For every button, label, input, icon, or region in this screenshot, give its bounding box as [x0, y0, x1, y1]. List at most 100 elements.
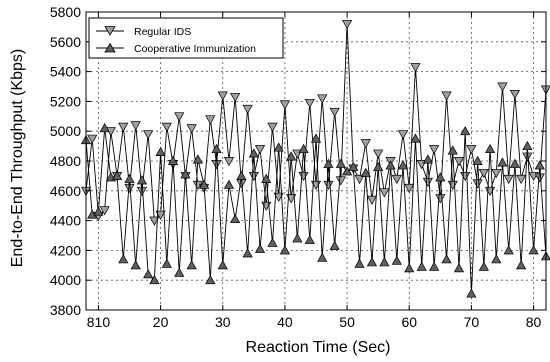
data-point: [373, 161, 384, 171]
data-point: [211, 143, 222, 154]
data-point: [273, 142, 284, 152]
data-point: [366, 257, 378, 267]
data-point: [174, 267, 185, 277]
data-point: [341, 166, 353, 176]
legend-label-cooperative-immunization: Cooperative Immunization: [134, 43, 256, 55]
data-point: [360, 139, 371, 149]
data-point: [441, 254, 452, 264]
data-point: [497, 157, 508, 167]
data-point: [155, 146, 166, 157]
data-point: [267, 237, 278, 247]
data-point: [161, 258, 172, 268]
y-tick-label: 3800: [50, 302, 81, 318]
data-point: [143, 269, 154, 279]
data-point: [323, 158, 334, 168]
data-point: [516, 260, 527, 270]
data-point: [167, 155, 179, 165]
data-point: [348, 161, 359, 171]
x-axis-title: Reaction Time (Sec): [246, 339, 391, 356]
data-point: [528, 245, 539, 255]
data-point: [217, 91, 228, 101]
data-point: [254, 243, 266, 253]
y-tick-label: 4000: [50, 272, 81, 288]
data-point: [410, 63, 421, 73]
data-point: [267, 122, 278, 132]
data-point: [472, 155, 483, 165]
data-point: [354, 258, 365, 268]
data-point: [161, 122, 172, 132]
data-point: [460, 125, 471, 136]
data-point: [99, 122, 110, 133]
data-point: [491, 168, 502, 179]
data-point: [317, 94, 328, 104]
data-point: [205, 115, 216, 125]
data-point: [503, 245, 514, 255]
legend-marker-cooperative-immunization: [104, 42, 116, 53]
data-point: [261, 173, 272, 183]
data-point: [522, 140, 533, 151]
data-point: [323, 180, 334, 191]
legend: Regular IDS Cooperative Immunization: [88, 17, 284, 59]
data-point: [404, 263, 415, 273]
data-point: [441, 91, 452, 101]
y-tick-label: 4200: [50, 242, 81, 258]
data-point: [497, 82, 508, 92]
data-point: [118, 122, 129, 132]
data-point: [180, 169, 191, 179]
data-point: [379, 188, 390, 198]
data-point: [484, 143, 496, 154]
data-point: [491, 254, 502, 264]
data-point: [111, 170, 123, 180]
data-point: [422, 154, 433, 164]
data-point: [534, 173, 545, 183]
data-point: [397, 130, 409, 140]
data-point: [516, 174, 527, 185]
data-point: [254, 145, 266, 155]
data-point: [230, 92, 241, 103]
data-point: [453, 157, 465, 167]
x-tick-label: 50: [339, 314, 355, 330]
data-point: [366, 195, 378, 205]
data-point: [230, 213, 241, 224]
data-point: [509, 90, 521, 100]
data-point: [118, 254, 129, 264]
x-tick-label: 30: [215, 314, 231, 330]
y-tick-label: 4800: [50, 153, 81, 169]
data-point: [453, 263, 465, 273]
data-point: [391, 255, 402, 265]
data-point: [186, 124, 197, 134]
data-point: [397, 160, 409, 170]
data-point: [242, 104, 253, 115]
data-point: [248, 171, 259, 182]
y-axis-title: End-to-End Throughput (Kbps): [9, 49, 26, 268]
data-point: [478, 168, 489, 179]
y-tick-label: 5600: [50, 34, 81, 50]
axes: 810 20 30 40 50 60 70 80 3800 4000 4200 4400 4600 480…: [50, 4, 547, 330]
data-point: [149, 216, 160, 226]
series-layer: [82, 20, 550, 298]
legend-label-regular-ids: Regular IDS: [134, 26, 191, 38]
data-point: [155, 210, 166, 220]
data-point: [429, 261, 440, 271]
y-tick-label: 4400: [50, 213, 81, 229]
x-tick-label: 60: [401, 314, 417, 330]
data-point: [211, 160, 222, 170]
data-point: [279, 100, 291, 110]
data-point: [478, 261, 489, 271]
data-point: [329, 107, 340, 118]
y-tick-label: 5200: [50, 93, 81, 109]
data-point: [205, 274, 216, 285]
data-point: [335, 176, 346, 186]
data-point: [242, 248, 253, 258]
x-tick-label: 810: [87, 314, 111, 330]
y-tick-label: 4600: [50, 183, 81, 199]
data-point: [534, 160, 545, 170]
data-point: [373, 149, 384, 159]
data-point: [143, 130, 154, 140]
x-tick-label: 70: [464, 314, 480, 330]
data-point: [292, 233, 303, 243]
data-point: [466, 145, 477, 155]
y-tick-label: 5000: [50, 123, 81, 139]
data-point: [329, 240, 340, 250]
data-point: [317, 252, 328, 262]
